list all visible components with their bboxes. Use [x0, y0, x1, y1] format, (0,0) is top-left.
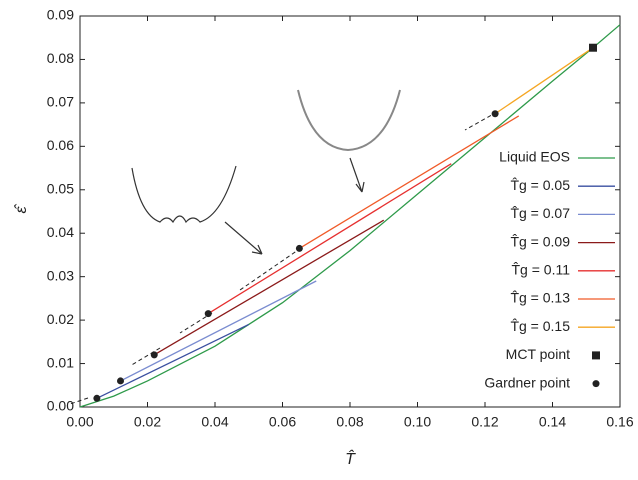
- point: [204, 310, 212, 318]
- dashed-line: [464, 111, 498, 131]
- dashed-extensions: [69, 111, 498, 405]
- arrow: [349, 157, 365, 193]
- x-tick-label: 0.00: [66, 414, 93, 430]
- point: [295, 244, 303, 252]
- x-tick-label: 0.12: [471, 414, 498, 430]
- x-tick-label: 0.02: [134, 414, 161, 430]
- series-line: [120, 280, 317, 382]
- series-line: [299, 115, 520, 249]
- inset-sketches: [131, 89, 401, 255]
- x-tick-label: 0.04: [201, 414, 228, 430]
- legend-swatch: [592, 351, 600, 360]
- x-axis-label: T̂: [345, 449, 356, 469]
- rugged-landscape: [131, 165, 237, 224]
- series-line: [207, 163, 452, 315]
- legend-swatch: [592, 380, 600, 388]
- series-line: [153, 219, 385, 356]
- legend-label: T̂g = 0.13: [510, 289, 570, 305]
- legend-label: T̂g = 0.11: [511, 261, 570, 277]
- series-line: [79, 24, 621, 408]
- dashed-line: [239, 247, 302, 291]
- point: [491, 110, 499, 118]
- y-tick-label: 0.02: [47, 311, 74, 327]
- legend-label: T̂g = 0.07: [510, 205, 570, 221]
- y-tick-label: 0.01: [47, 354, 74, 370]
- dashed-line: [69, 397, 89, 405]
- point: [93, 394, 101, 402]
- x-tick-label: 0.06: [269, 414, 296, 430]
- smooth-landscape: [297, 89, 401, 152]
- series-line: [494, 47, 594, 115]
- y-tick-label: 0.05: [47, 180, 74, 196]
- x-tick-label: 0.08: [336, 414, 363, 430]
- legend-label: Liquid EOS: [499, 149, 570, 165]
- y-tick-label: 0.08: [47, 50, 74, 66]
- point: [117, 377, 124, 385]
- dashed-line: [129, 347, 161, 367]
- legend-label: Gardner point: [484, 374, 570, 390]
- dashed-line: [179, 312, 213, 334]
- point: [589, 43, 597, 52]
- x-tick-label: 0.14: [539, 414, 566, 430]
- y-tick-label: 0.04: [47, 224, 74, 240]
- x-tick-label: 0.16: [606, 414, 633, 430]
- y-tick-label: 0.07: [47, 94, 74, 110]
- legend-label: T̂g = 0.15: [510, 318, 570, 334]
- y-tick-label: 0.06: [47, 137, 74, 153]
- y-tick-label: 0.03: [47, 267, 74, 283]
- legend-label: T̂g = 0.09: [510, 233, 570, 249]
- legend-label: T̂g = 0.05: [510, 177, 570, 193]
- point: [150, 351, 158, 359]
- y-tick-label: 0.00: [47, 398, 74, 414]
- legend-label: MCT point: [506, 346, 570, 362]
- series-line: [96, 323, 250, 399]
- y-axis-label: ε̂: [13, 203, 30, 213]
- x-tick-label: 0.10: [404, 414, 431, 430]
- y-tick-label: 0.09: [47, 7, 74, 23]
- arrow: [224, 221, 263, 255]
